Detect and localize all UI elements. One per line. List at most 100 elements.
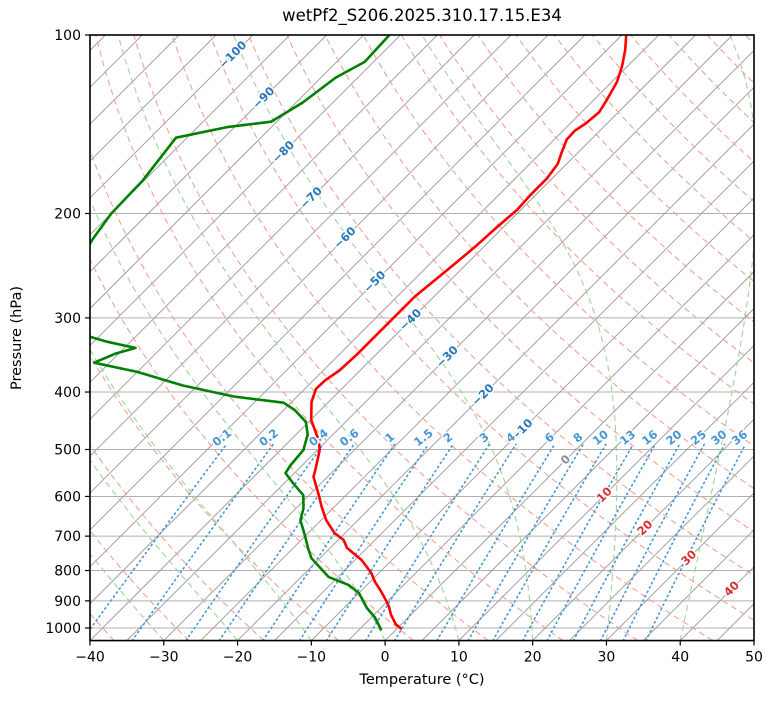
isotherm-line [90,35,586,531]
plot-area: −100−90−80−70−60−50−40−30−20−10010203040… [90,35,754,641]
dry-adiabat-lines [90,35,754,641]
dry-adiabat-line [515,35,754,283]
dry-adiabat-line [90,354,339,641]
isotherm-label: −90 [249,84,277,112]
isotherm-line [569,455,754,641]
mixing-ratio-line [546,443,657,641]
isotherm-line [495,381,754,641]
mixing-ratio-label: 0.4 [306,426,331,450]
x-tick-label: 30 [598,650,616,666]
mixing-ratio-line [325,443,454,641]
dry-adiabat-line [744,35,754,45]
mixing-ratio-label: 20 [663,427,684,448]
isotherm-label: −20 [469,381,497,409]
isotherm-line [716,603,754,641]
pressure-gridlines [90,35,754,629]
axis-tick-labels: −40 −30 −20 −10 0 10 20 30 40 5010020030040050060… [45,28,763,666]
isotherm-line [200,86,754,641]
x-tick-label: 40 [671,650,689,666]
isotherm-line [421,307,754,641]
isotherm-label: 40 [721,578,742,599]
mixing-ratio-line [218,443,355,641]
isotherm-label: 30 [678,547,699,568]
isotherm-line [679,566,754,641]
mixing-ratio-line [622,443,726,641]
x-axis-label: Temperature (°C) [359,672,485,688]
y-tick-label: 100 [54,28,81,44]
isotherm-line [753,639,754,641]
dry-adiabat-line [400,35,754,405]
isotherm-line [237,123,754,641]
y-tick-label: 500 [54,442,81,458]
dry-adiabat-line [362,35,754,447]
mixing-ratio-line [645,443,747,641]
dry-adiabat-line [439,35,754,364]
mixing-ratio-line [262,443,396,641]
y-tick-label: 900 [54,594,81,610]
dry-adiabat-line [630,35,754,163]
moist-adiabat-line [90,198,386,641]
dry-adiabat-line [90,443,265,641]
isotherm-label: 20 [634,517,655,538]
dewpoint-curve [90,35,391,631]
dry-adiabat-line [324,35,754,490]
dry-adiabat-line [95,35,564,641]
moist-adiabat-line [117,35,460,641]
mixing-ratio-line [90,443,228,631]
isotherm-lines [90,35,754,641]
x-tick-label: −40 [75,650,105,666]
isotherm-line [90,35,254,199]
mixing-ratio-label: 6 [542,430,557,446]
mixing-ratio-label: 13 [617,427,638,448]
mixing-ratio-line [393,443,517,641]
dry-adiabat-line [133,35,639,641]
y-axis-label: Pressure (hPa) [9,285,25,391]
isotherm-line [274,160,754,641]
mixing-ratio-label: 0.2 [256,426,281,450]
y-tick-label: 800 [54,564,81,580]
mixing-ratio-label: 30 [708,427,729,448]
mixing-ratio-line [492,443,607,641]
mixing-ratio-line [572,443,681,641]
temperature-curve [309,35,628,630]
isotherm-line [90,35,217,162]
dry-adiabat-line [90,258,414,641]
dry-adiabat-line [592,35,754,203]
x-tick-label: 0 [381,650,390,666]
isotherm-label: −100 [216,38,250,72]
isotherm-line [90,35,623,568]
isotherm-line [606,492,754,641]
isotherm-line [126,35,733,641]
moist-adiabat-line [421,35,618,641]
isotherm-line [90,35,659,605]
x-tick-label: −30 [149,650,179,666]
y-tick-label: 200 [54,207,81,223]
y-tick-label: 600 [54,489,81,505]
isotherm-line [643,529,754,641]
x-tick-label: 50 [745,650,763,666]
isotherm-line [163,49,754,641]
isotherm-line [384,271,754,641]
moist-adiabat-line [90,459,239,641]
x-tick-label: −20 [223,650,253,666]
isotherm-label: −60 [331,224,359,252]
moist-adiabat-line [90,348,312,641]
isotherm-line [532,418,754,641]
y-tick-label: 400 [54,385,81,401]
moist-adiabat-line [679,35,754,641]
isotherm-line [347,234,754,641]
isotherm-label: −50 [360,268,388,296]
moist-adiabat-line [232,35,534,641]
y-tick-label: 1000 [45,621,81,637]
dry-adiabat-line [247,35,754,577]
mixing-ratio-line [522,443,634,641]
isotherm-line [311,197,754,641]
isotherm-line [90,35,364,310]
axis-ticks [85,34,755,646]
dry-adiabat-line [706,35,754,84]
y-tick-label: 300 [54,311,81,327]
x-tick-label: 10 [450,650,468,666]
isotherm-line [90,35,512,457]
